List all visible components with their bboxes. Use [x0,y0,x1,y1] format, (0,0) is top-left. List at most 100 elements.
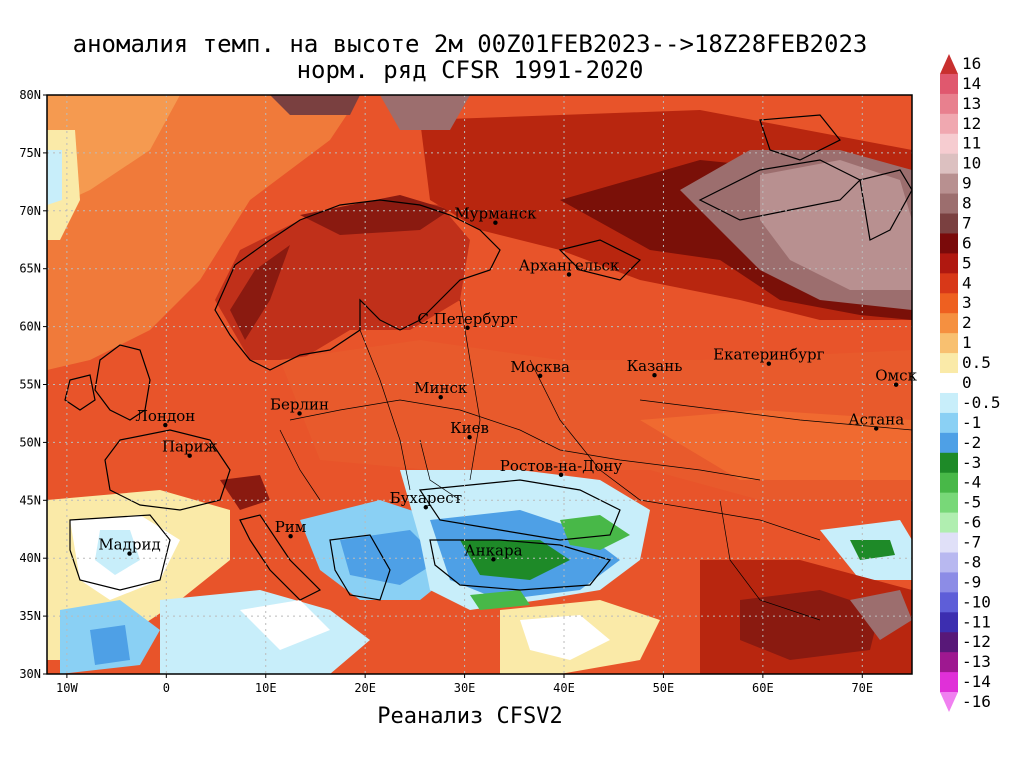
legend-swatch-top [940,54,958,74]
legend-swatch [940,672,958,693]
lat-tick-label: 55N [19,378,41,392]
legend-label: -16 [962,692,991,711]
legend-label: 2 [962,313,972,332]
legend-label: -2 [962,433,981,452]
city-label: Казань [627,357,683,375]
city-label: Рим [275,518,307,536]
city-label: Берлин [270,395,329,413]
legend-swatch [940,632,958,653]
legend-swatch [940,173,958,195]
lat-tick-label: 80N [19,88,41,102]
city-label: Архангельск [519,256,620,274]
legend-swatch [940,153,958,175]
city-marker [297,411,302,416]
legend-swatch [940,412,958,434]
legend-label: -9 [962,572,981,591]
legend-label: 13 [962,94,981,113]
legend-swatch [940,612,958,633]
city-label: Москва [510,358,570,376]
latitude-axis: 80N 75N 70N 65N 60N 55N 50N 45N 40N 35N 30N [19,88,47,681]
city-marker [163,422,168,428]
city-label: Ростов-на-Дону [500,457,623,475]
legend-label: -0.5 [962,393,1001,412]
country-borders [279,299,912,621]
city-label: Бухарест [390,489,462,507]
lat-tick-label: 50N [19,435,41,449]
city-label: Париж [162,438,218,456]
city-marker [874,426,879,431]
legend-label: 8 [962,194,972,213]
city-marker [465,325,470,330]
city-marker [491,557,496,562]
legend-label: 1 [962,333,972,352]
coastlines [64,114,912,601]
legend-label: 11 [962,134,981,153]
city-marker [766,361,772,366]
color-legend: 1614131211109876543210.50-0.5-1-2-3-4-5-… [940,54,1001,712]
legend-label: -14 [962,672,991,691]
legend-swatch [940,572,958,593]
legend-swatch [940,552,958,573]
city-marker [127,551,132,556]
legend-swatch [940,492,958,514]
lat-tick-label: 65N [19,262,41,276]
city-label: Лондон [135,407,195,425]
legend-swatch [940,113,958,135]
city-marker [423,505,429,510]
legend-swatch [940,313,958,334]
legend-swatch-bottom [940,692,958,712]
city-label: Киев [450,419,489,437]
city-label: Мадрид [98,536,160,554]
legend-label: -1 [962,413,981,432]
legend-label: -8 [962,552,981,571]
city-marker [493,220,498,225]
map-title-line1: аномалия темп. на высоте 2м 00Z01FEB2023… [72,30,868,58]
legend-label: -5 [962,493,981,512]
legend-label: 0.5 [962,353,991,372]
legend-label: -13 [962,652,991,671]
legend-swatch [940,293,958,314]
longitude-axis: 10W 0 10E 20E 30E 40E 50E 60E 70E [56,674,873,695]
legend-label: -12 [962,632,991,651]
lon-tick-label: 10E [255,681,277,695]
legend-swatch [940,373,958,394]
city-marker [537,373,543,379]
lon-tick-label: 0 [163,681,170,695]
city-marker [652,373,657,378]
city-marker [566,272,572,277]
city-label: Минск [414,379,468,397]
city-marker [288,533,293,539]
legend-swatch [940,472,958,494]
city-label: Мурманск [454,205,537,223]
lon-tick-label: 30E [454,681,476,695]
legend-swatch [940,333,958,354]
legend-label: 0 [962,373,972,392]
city-marker [558,472,564,478]
lon-tick-label: 60E [752,681,774,695]
lon-tick-label: 50E [653,681,675,695]
legend-swatch [940,652,958,673]
city-label: Омск [875,367,917,385]
legend-swatch [940,213,958,234]
city-marker [467,434,472,440]
legend-label: 16 [962,54,981,73]
lat-tick-label: 30N [19,667,41,681]
city-label: Астана [848,411,904,429]
legend-swatch [940,93,958,115]
city-label: Анкара [464,541,522,559]
lat-tick-label: 60N [19,320,41,334]
legend-label: 6 [962,233,972,252]
legend-swatch [940,392,958,414]
legend-swatch [940,133,958,155]
legend-label: 12 [962,114,981,133]
legend-label: -10 [962,592,991,611]
lon-tick-label: 20E [354,681,376,695]
city-marker [187,453,192,458]
lat-tick-label: 70N [19,204,41,218]
legend-label: 10 [962,154,981,173]
city-label: С.Петербург [417,310,517,328]
lon-tick-label: 40E [553,681,575,695]
city-marker [893,382,899,387]
legend-swatch [940,193,958,215]
lon-tick-label: 70E [851,681,873,695]
